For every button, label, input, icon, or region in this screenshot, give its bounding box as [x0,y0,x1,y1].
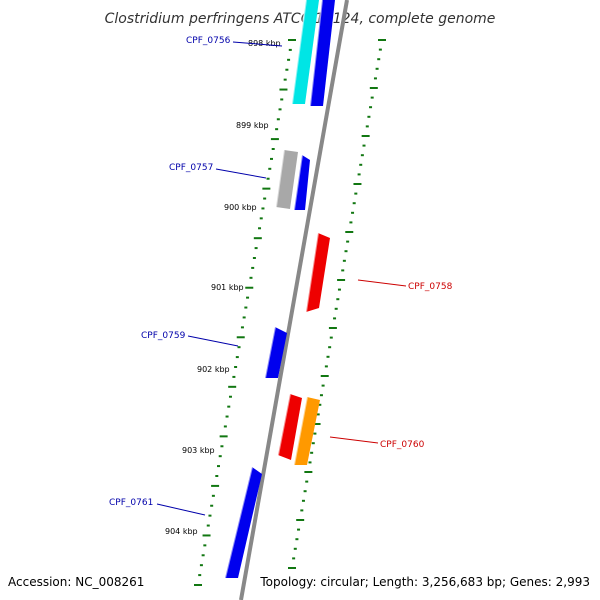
gene-leader-line [232,41,283,47]
tick-dots [194,39,386,586]
tick-label: 901 kbp [211,283,244,292]
cds-0756-bar-highlight [309,0,323,107]
cds-0760-bar [294,397,320,465]
cds-0757-bar-highlight [293,154,303,211]
cds-0759-bar-highlight [264,326,276,379]
tick-label: 898 kbp [248,39,281,48]
gene-leader-line [357,279,407,287]
gene-features [224,0,335,579]
cds-0758-bar-highlight [305,232,319,313]
cds-gray-bar [276,150,298,209]
gene-label: CPF_0757 [169,163,213,173]
tick-label: 900 kbp [224,203,257,212]
cds-gray-bar-highlight [275,149,285,208]
backbone-line [239,0,349,600]
gene-label: CPF_0759 [141,331,186,341]
cds-0760-red-bar-highlight [277,393,291,456]
tick-label: 899 kbp [236,121,269,130]
cds-0756-bar [310,0,335,106]
map-title: Clostridium perfringens ATCC 13124, comp… [105,11,496,27]
cds-0757-bar [294,155,310,210]
tick-label: 903 kbp [182,446,215,455]
cds-0760-red-bar [278,394,302,460]
gene-leader-line [329,436,379,444]
tick-label: 902 kbp [197,365,230,374]
gene-leader-line [156,503,206,516]
cds-0759-bar [265,327,287,378]
gene-leader-line [187,335,239,347]
cds-cyan-bar-highlight [291,0,307,105]
accession-text: Accession: NC_008261 [8,575,144,589]
gene-label: CPF_0756 [186,36,231,46]
labels: 898 kbp 899 kbp 900 kbp 901 kbp 902 kbp 903 k… [109,36,453,536]
gene-label: CPF_0758 [408,282,453,292]
gene-leader-line [215,168,267,179]
cds-0758-bar [306,233,330,312]
cds-0760-bar-highlight [293,396,308,466]
gene-label: CPF_0761 [109,498,153,508]
gene-label: CPF_0760 [380,440,425,450]
genome-summary-text: Topology: circular; Length: 3,256,683 bp… [259,575,590,589]
backbone [239,0,349,600]
tick-label: 904 kbp [165,527,198,536]
cds-0761-bar [225,467,262,578]
cds-cyan-bar [292,0,319,104]
cds-0761-bar-highlight [224,466,253,579]
